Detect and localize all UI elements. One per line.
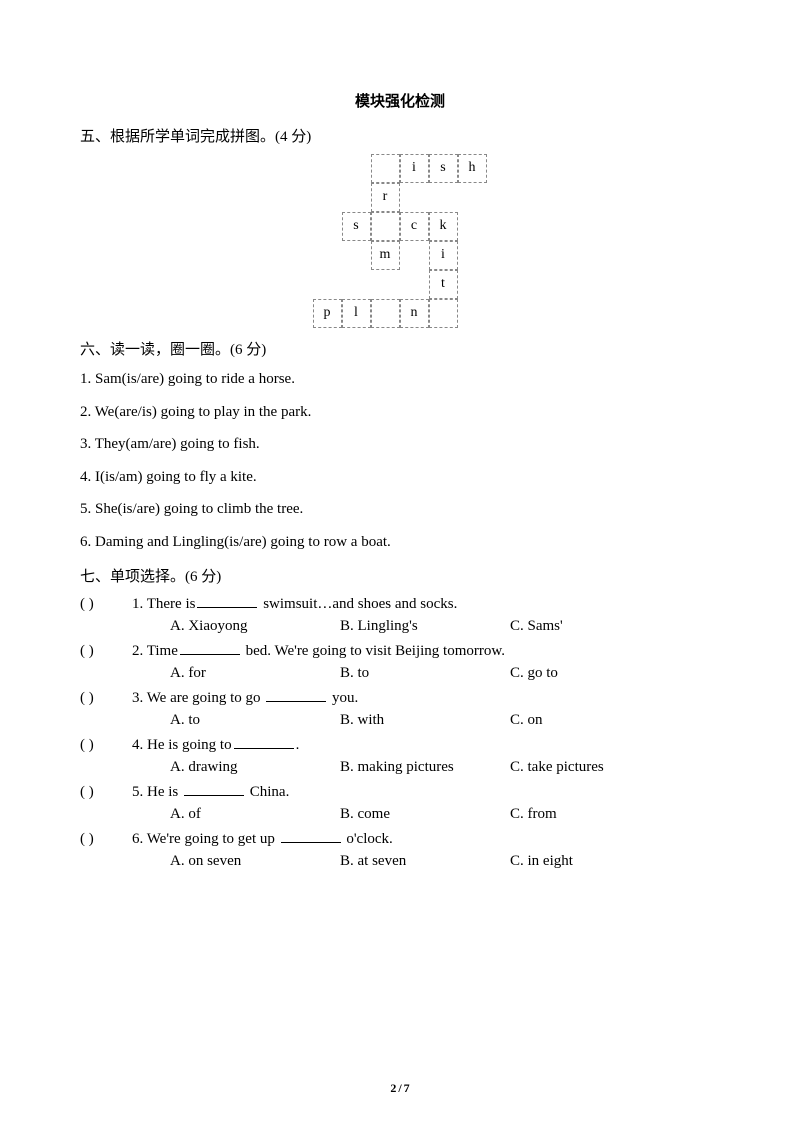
question-text: 5. He is China. xyxy=(132,782,720,801)
option-b[interactable]: B. at seven xyxy=(340,853,510,870)
page-sep: / xyxy=(398,1081,401,1095)
puzzle-grid: i s h r s c k m i t p l xyxy=(313,154,487,328)
blank[interactable] xyxy=(180,641,240,655)
cell-r3c2: m xyxy=(371,241,400,270)
s7-q4-options: A. drawing B. making pictures C. take pi… xyxy=(170,759,720,776)
s7-q6-options: A. on seven B. at seven C. in eight xyxy=(170,853,720,870)
option-a[interactable]: A. for xyxy=(170,665,340,682)
s7-q2: ( ) 2. Time bed. We're going to visit Be… xyxy=(80,641,720,660)
s6-item-6: 6. Daming and Lingling(is/are) going to … xyxy=(80,530,720,556)
q-post: you. xyxy=(328,690,358,706)
cell-r0c3: i xyxy=(400,154,429,183)
blank[interactable] xyxy=(234,735,294,749)
q-post: China. xyxy=(246,784,289,800)
q-post: swimsuit…and shoes and socks. xyxy=(259,596,457,612)
cell-r5c2 xyxy=(371,299,400,328)
s7-q2-options: A. for B. to C. go to xyxy=(170,665,720,682)
answer-paren[interactable]: ( ) xyxy=(80,831,132,848)
section-5-heading: 五、根据所学单词完成拼图。(4 分) xyxy=(80,125,720,146)
blank[interactable] xyxy=(184,782,244,796)
cell-r1c2: r xyxy=(371,183,400,212)
answer-paren[interactable]: ( ) xyxy=(80,784,132,801)
cell-r0c2 xyxy=(371,154,400,183)
question-text: 1. There is swimsuit…and shoes and socks… xyxy=(132,594,720,613)
s6-item-5: 5. She(is/are) going to climb the tree. xyxy=(80,497,720,523)
question-text: 3. We are going to go you. xyxy=(132,688,720,707)
option-a[interactable]: A. of xyxy=(170,806,340,823)
option-a[interactable]: A. on seven xyxy=(170,853,340,870)
s7-q1-options: A. Xiaoyong B. Lingling's C. Sams' xyxy=(170,618,720,635)
option-b[interactable]: B. with xyxy=(340,712,510,729)
crossword-puzzle: i s h r s c k m i t p l xyxy=(80,154,720,328)
cell-r0c4: s xyxy=(429,154,458,183)
option-a[interactable]: A. to xyxy=(170,712,340,729)
q-post: . xyxy=(296,737,300,753)
answer-paren[interactable]: ( ) xyxy=(80,596,132,613)
s6-item-3: 3. They(am/are) going to fish. xyxy=(80,432,720,458)
cell-r2c1: s xyxy=(342,212,371,241)
s6-item-4: 4. I(is/am) going to fly a kite. xyxy=(80,465,720,491)
s7-q6: ( ) 6. We're going to get up o'clock. xyxy=(80,829,720,848)
cell-r0c5: h xyxy=(458,154,487,183)
page: 模块强化检测 五、根据所学单词完成拼图。(4 分) i s h r s c k … xyxy=(0,0,800,1132)
q-pre: 4. He is going to xyxy=(132,737,232,753)
s6-item-1: 1. Sam(is/are) going to ride a horse. xyxy=(80,367,720,393)
q-post: o'clock. xyxy=(343,831,393,847)
page-total: 7 xyxy=(404,1081,410,1095)
option-c[interactable]: C. on xyxy=(510,712,660,729)
s6-item-2: 2. We(are/is) going to play in the park. xyxy=(80,400,720,426)
cell-r5c0: p xyxy=(313,299,342,328)
answer-paren[interactable]: ( ) xyxy=(80,737,132,754)
option-b[interactable]: B. Lingling's xyxy=(340,618,510,635)
page-footer: 2/7 xyxy=(0,1081,800,1096)
cell-r5c1: l xyxy=(342,299,371,328)
option-b[interactable]: B. come xyxy=(340,806,510,823)
cell-r3c4: i xyxy=(429,241,458,270)
s7-q1: ( ) 1. There is swimsuit…and shoes and s… xyxy=(80,594,720,613)
cell-r2c3: c xyxy=(400,212,429,241)
question-text: 6. We're going to get up o'clock. xyxy=(132,829,720,848)
s7-q4: ( ) 4. He is going to. xyxy=(80,735,720,754)
question-text: 2. Time bed. We're going to visit Beijin… xyxy=(132,641,720,660)
q-pre: 3. We are going to go xyxy=(132,690,264,706)
answer-paren[interactable]: ( ) xyxy=(80,690,132,707)
s7-q3-options: A. to B. with C. on xyxy=(170,712,720,729)
cell-r5c4 xyxy=(429,299,458,328)
option-c[interactable]: C. go to xyxy=(510,665,660,682)
option-a[interactable]: A. drawing xyxy=(170,759,340,776)
option-c[interactable]: C. take pictures xyxy=(510,759,660,776)
section-7-heading: 七、单项选择。(6 分) xyxy=(80,565,720,586)
q-pre: 1. There is xyxy=(132,596,195,612)
option-c[interactable]: C. from xyxy=(510,806,660,823)
cell-r5c3: n xyxy=(400,299,429,328)
answer-paren[interactable]: ( ) xyxy=(80,643,132,660)
q-post: bed. We're going to visit Beijing tomorr… xyxy=(242,643,505,659)
option-c[interactable]: C. Sams' xyxy=(510,618,660,635)
q-pre: 6. We're going to get up xyxy=(132,831,279,847)
s7-q5: ( ) 5. He is China. xyxy=(80,782,720,801)
option-b[interactable]: B. making pictures xyxy=(340,759,510,776)
s7-q5-options: A. of B. come C. from xyxy=(170,806,720,823)
cell-r2c4: k xyxy=(429,212,458,241)
q-pre: 5. He is xyxy=(132,784,182,800)
question-text: 4. He is going to. xyxy=(132,735,720,754)
blank[interactable] xyxy=(197,594,257,608)
blank[interactable] xyxy=(266,688,326,702)
section-6-heading: 六、读一读，圈一圈。(6 分) xyxy=(80,338,720,359)
option-c[interactable]: C. in eight xyxy=(510,853,660,870)
option-b[interactable]: B. to xyxy=(340,665,510,682)
page-title: 模块强化检测 xyxy=(80,90,720,111)
blank[interactable] xyxy=(281,829,341,843)
s7-q3: ( ) 3. We are going to go you. xyxy=(80,688,720,707)
option-a[interactable]: A. Xiaoyong xyxy=(170,618,340,635)
cell-r2c2 xyxy=(371,212,400,241)
q-pre: 2. Time xyxy=(132,643,178,659)
cell-r4c4: t xyxy=(429,270,458,299)
page-current: 2 xyxy=(390,1081,396,1095)
